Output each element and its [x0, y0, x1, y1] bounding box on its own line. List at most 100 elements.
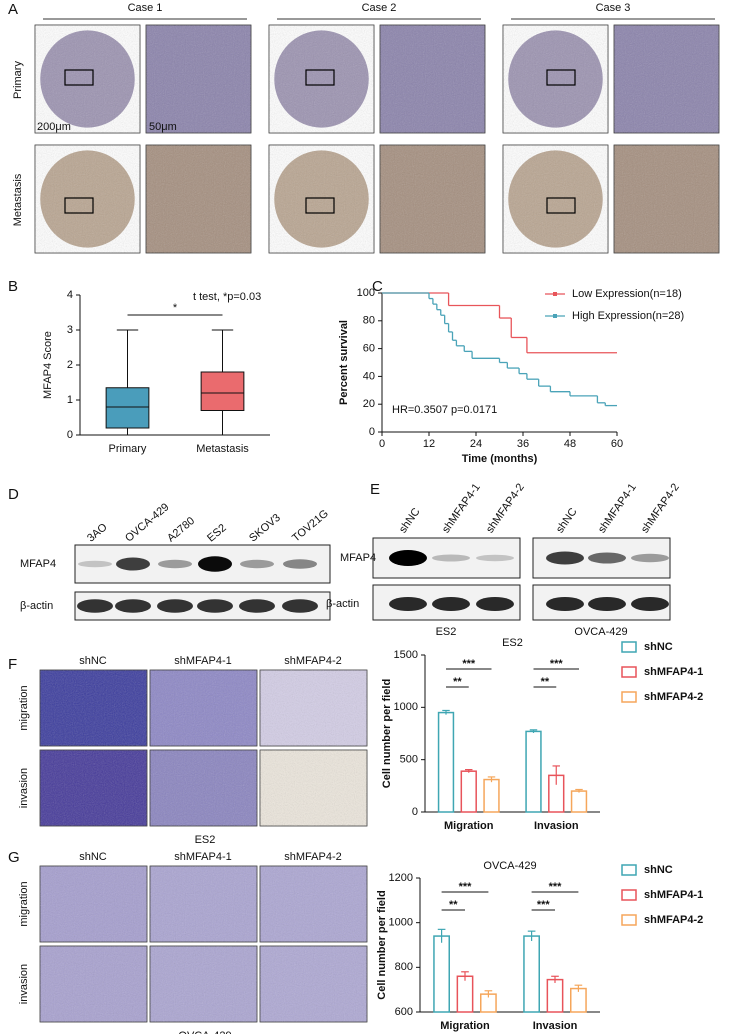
row-label: MFAP4: [20, 558, 56, 570]
bar: [570, 987, 587, 1013]
blot-band: [476, 554, 514, 562]
column-label: shNC: [79, 655, 107, 667]
blot-band: [116, 557, 150, 571]
micrograph: [379, 24, 486, 134]
x-axis-label: Time (months): [462, 453, 538, 465]
y-tick-label: 100: [357, 287, 375, 299]
roi-box: [64, 69, 94, 86]
blot-band: [389, 550, 427, 566]
blot-band: [78, 560, 112, 568]
micrograph: [39, 945, 148, 1023]
blot-band: [115, 599, 151, 613]
legend-label: High Expression(n=28): [572, 310, 684, 322]
column-label: shMFAP4-1: [174, 655, 231, 667]
legend-swatch: [621, 889, 637, 901]
roi-box: [64, 197, 94, 214]
panel-label: A: [8, 1, 18, 18]
y-tick-label: 1200: [389, 872, 413, 884]
lane-label: shMFAP4-2: [484, 481, 527, 535]
lane-label: shNC: [397, 506, 423, 535]
x-tick-label: Migration: [440, 1020, 490, 1032]
row-label: invasion: [18, 964, 30, 1004]
x-tick-label: 12: [423, 438, 435, 450]
y-tick-label: 500: [400, 754, 418, 766]
x-tick-label: Migration: [444, 820, 494, 832]
micrograph: [259, 945, 368, 1023]
caption: OVCA-429: [178, 1030, 231, 1034]
tissue-core: [274, 150, 369, 248]
row-label: β-actin: [20, 600, 53, 612]
roi-box: [546, 197, 576, 214]
column-label: shMFAP4-2: [284, 851, 341, 863]
bar: [483, 778, 500, 813]
x-tick-label: 60: [611, 438, 623, 450]
blot-band: [588, 597, 626, 611]
lane-label: SKOV3: [247, 512, 283, 545]
case-label: Case 1: [128, 2, 163, 14]
blot-band: [197, 599, 233, 613]
significance: **: [449, 899, 458, 911]
lane-label: shMFAP4-1: [596, 481, 639, 535]
blot-band: [631, 553, 669, 563]
blot-band: [158, 559, 192, 569]
x-tick-label: 36: [517, 438, 529, 450]
significance: **: [541, 676, 550, 688]
bar: [437, 711, 455, 813]
blot-band: [283, 559, 317, 569]
roi-box: [546, 69, 576, 86]
y-tick-label: 1: [67, 394, 73, 406]
blot-band: [198, 556, 232, 572]
x-tick-label: Invasion: [534, 820, 579, 832]
y-tick-label: 3: [67, 324, 73, 336]
legend-swatch: [621, 914, 637, 926]
y-tick-label: 0: [67, 429, 73, 441]
significance: ***: [459, 881, 473, 893]
box: [200, 371, 245, 411]
blot-band: [240, 559, 274, 569]
chart-title: OVCA-429: [483, 860, 536, 872]
column-label: shMFAP4-2: [284, 655, 341, 667]
cell-line-label: OVCA-429: [574, 626, 627, 638]
panel-label: B: [8, 278, 18, 295]
blot-band: [282, 599, 318, 613]
micrograph: [145, 24, 252, 134]
bar: [460, 770, 477, 813]
tissue-core: [508, 30, 603, 128]
micrograph: [379, 144, 486, 254]
row-label: migration: [18, 881, 30, 926]
column-label: shMFAP4-1: [174, 851, 231, 863]
blot-band: [631, 597, 669, 611]
micrograph: [613, 144, 720, 254]
x-tick-label: 48: [564, 438, 576, 450]
panel-label: G: [8, 849, 20, 866]
tissue-core: [40, 30, 135, 128]
legend-label: shNC: [644, 864, 673, 876]
row-label: Primary: [12, 61, 24, 99]
blot-band: [239, 599, 275, 613]
lane-label: shMFAP4-1: [440, 481, 483, 535]
legend-swatch: [621, 691, 637, 703]
blot-band: [476, 597, 514, 611]
lane-label: TOV21G: [290, 508, 331, 545]
lane-label: A2780: [165, 515, 197, 545]
y-tick-label: 40: [363, 370, 375, 382]
legend-marker: [553, 314, 557, 318]
legend-label: Low Expression(n=18): [572, 288, 682, 300]
lane-label: shNC: [554, 506, 580, 535]
blot-band: [77, 599, 113, 613]
tissue-core: [274, 30, 369, 128]
bar: [523, 935, 541, 1013]
lane-label: 3AO: [85, 521, 110, 545]
bar: [456, 975, 474, 1013]
y-tick-label: 800: [395, 961, 413, 973]
legend-label: shMFAP4-1: [644, 889, 703, 901]
legend-label: shMFAP4-2: [644, 914, 703, 926]
row-label: migration: [18, 685, 30, 730]
panel-label: E: [370, 481, 380, 498]
micrograph: [149, 865, 258, 943]
micrograph: [149, 669, 258, 747]
micrograph: [39, 669, 148, 747]
y-tick-label: 1500: [394, 649, 418, 661]
test-note: t test, *p=0.03: [193, 291, 261, 303]
